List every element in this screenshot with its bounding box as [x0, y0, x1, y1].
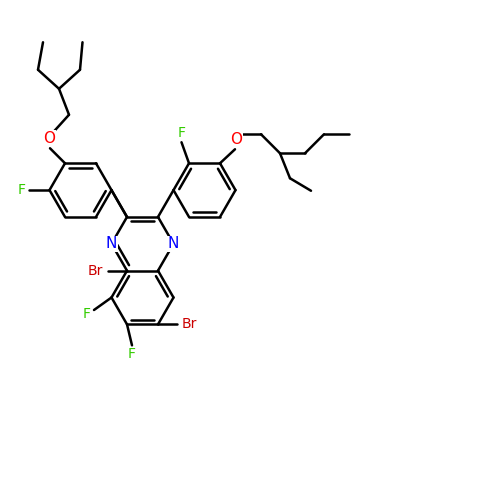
Text: F: F	[178, 126, 186, 140]
Text: F: F	[128, 348, 136, 362]
Text: O: O	[230, 132, 242, 147]
Text: O: O	[43, 131, 55, 146]
Text: N: N	[106, 236, 117, 252]
Text: N: N	[168, 236, 179, 252]
Text: Br: Br	[182, 318, 197, 332]
Text: Br: Br	[88, 264, 103, 278]
Text: F: F	[18, 183, 26, 197]
Text: F: F	[82, 307, 90, 321]
